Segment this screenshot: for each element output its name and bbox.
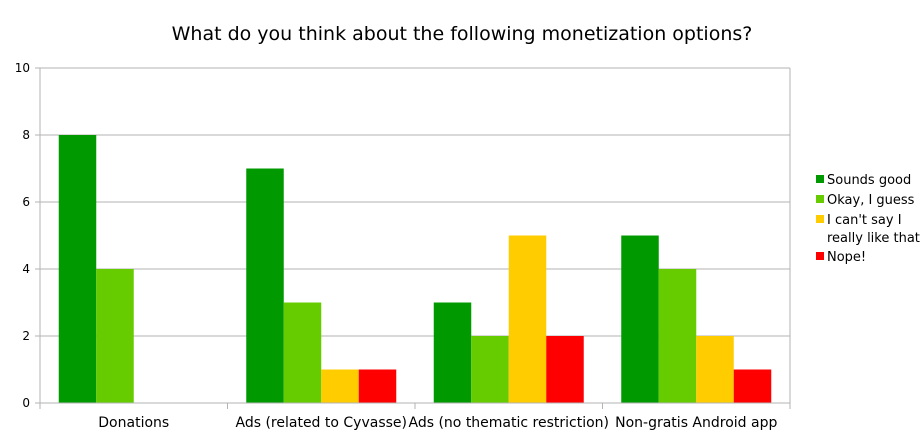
x-category-label: Ads (related to Cyvasse) bbox=[236, 415, 408, 431]
bar-i-can-t-say-i-really-like-that bbox=[321, 369, 359, 403]
x-category-label: Donations bbox=[98, 415, 169, 431]
y-tick-label: 4 bbox=[22, 262, 30, 276]
bar-okay-i-guess bbox=[471, 336, 509, 403]
bar-okay-i-guess bbox=[283, 302, 322, 403]
bar-i-can-t-say-i-really-like-that bbox=[508, 235, 547, 403]
legend-label: I can't say I bbox=[827, 213, 902, 228]
bar-i-can-t-say-i-really-like-that bbox=[696, 336, 734, 403]
bar-okay-i-guess bbox=[658, 269, 697, 403]
bar-okay-i-guess bbox=[96, 269, 134, 403]
legend-swatch bbox=[816, 175, 824, 183]
y-tick-label: 0 bbox=[22, 396, 30, 410]
legend-label: Sounds good bbox=[827, 173, 911, 188]
chart-title: What do you think about the following mo… bbox=[172, 23, 753, 45]
bars bbox=[58, 135, 772, 403]
bar-nope bbox=[546, 336, 584, 403]
legend-swatch bbox=[816, 195, 824, 203]
y-tick-label: 10 bbox=[15, 61, 30, 75]
y-tick-label: 2 bbox=[22, 329, 30, 343]
bar-nope bbox=[358, 369, 397, 403]
y-tick-label: 6 bbox=[22, 195, 30, 209]
x-category-label: Ads (no thematic restriction) bbox=[409, 415, 610, 431]
legend-label: really like that bbox=[827, 231, 920, 246]
x-category-label: Non-gratis Android app bbox=[615, 415, 777, 431]
bar-nope bbox=[733, 369, 772, 403]
bar-sounds-good bbox=[58, 135, 97, 403]
bar-sounds-good bbox=[246, 168, 284, 403]
y-tick-label: 8 bbox=[22, 128, 30, 142]
legend-swatch bbox=[816, 252, 824, 260]
bar-sounds-good bbox=[433, 302, 472, 403]
legend: Sounds good Okay, I guess I can't say I rea… bbox=[816, 173, 920, 265]
axes: 0 2 4 6 8 10 Donations Ads (related to Cyvasse)… bbox=[15, 61, 791, 431]
legend-label: Nope! bbox=[827, 250, 866, 265]
bar-sounds-good bbox=[621, 235, 659, 403]
legend-label: Okay, I guess bbox=[827, 193, 915, 208]
legend-swatch bbox=[816, 215, 824, 223]
